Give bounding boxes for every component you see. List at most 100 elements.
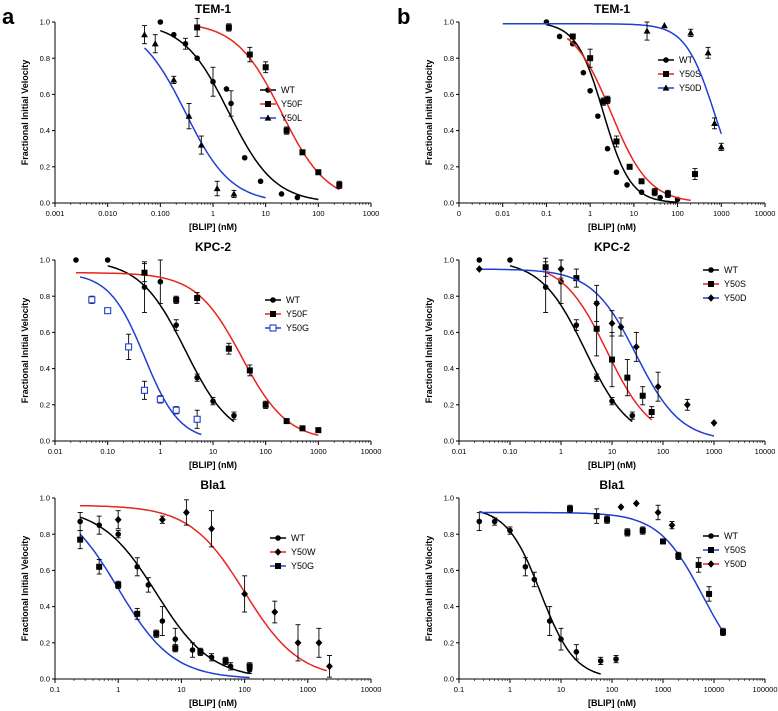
series-WT	[73, 257, 237, 423]
data-point	[573, 322, 580, 328]
legend-marker	[265, 101, 271, 107]
legend-label: WT	[281, 85, 295, 95]
data-point	[593, 374, 600, 381]
x-tick-label: 10	[630, 209, 638, 218]
legend-marker	[662, 84, 670, 91]
data-point	[246, 663, 253, 670]
data-point	[283, 127, 290, 134]
x-tick-label: 0.01	[495, 209, 510, 218]
data-point	[608, 319, 616, 328]
data-point	[173, 296, 180, 303]
data-point	[476, 518, 483, 525]
x-tick-label: 0.10	[100, 447, 115, 456]
data-point	[141, 284, 148, 290]
data-point	[573, 275, 580, 282]
legend-label: Y50G	[286, 323, 309, 333]
x-tick-label: 10	[608, 447, 616, 456]
y-tick-label: 0.0	[444, 437, 454, 446]
legend-label: Y50D	[724, 559, 747, 569]
data-point	[595, 113, 601, 119]
data-point	[88, 296, 96, 304]
data-point	[542, 264, 549, 271]
x-tick-label: 0.10	[503, 447, 518, 456]
x-tick-label: 100	[606, 685, 619, 694]
y-tick-label: 0.2	[444, 162, 454, 171]
y-tick-label: 0.8	[40, 54, 50, 63]
legend-entry-WT: WT	[265, 295, 300, 305]
data-point	[145, 582, 152, 588]
series-WT	[77, 512, 253, 675]
data-point	[491, 518, 498, 525]
legend-marker	[270, 311, 276, 317]
data-point	[153, 630, 160, 637]
legend-label: Y50L	[281, 113, 302, 123]
fit-curve-Y50F	[196, 25, 340, 191]
data-point	[140, 386, 149, 394]
data-point	[182, 40, 189, 47]
legend-entry-Y50F: Y50F	[260, 99, 303, 109]
legend-marker	[663, 71, 669, 77]
chart-4: KPC-2 0.0 0.2 0.4 0.6 0.8 1.0 0.01 0.10 1 10 100 100…	[424, 240, 775, 470]
legend-entry-Y50S: Y50S	[703, 279, 746, 289]
y-axis-label: Fractional Initial Velocity	[424, 60, 434, 166]
x-axis-label: [BLIP] (nM)	[588, 222, 636, 232]
data-point	[651, 189, 658, 196]
legend-label: Y50D	[724, 293, 747, 303]
x-axis-label: [BLIP] (nM)	[189, 222, 237, 232]
x-tick-label: 0.01	[48, 447, 63, 456]
x-axis-label: [BLIP] (nM)	[588, 698, 636, 708]
data-point	[604, 516, 611, 523]
x-tick-label: 10000	[755, 209, 776, 218]
y-tick-label: 0.0	[40, 675, 50, 684]
data-point	[114, 515, 122, 524]
legend-label: WT	[679, 55, 693, 65]
y-tick-label: 1.0	[40, 494, 50, 503]
x-tick-label: 10000	[755, 447, 776, 456]
data-point	[719, 628, 726, 635]
data-point	[208, 524, 215, 533]
chart-5: Bla1 0.0 0.2 0.4 0.6 0.8 1.0 0.1 1 10 100 1000 10000…	[20, 478, 381, 708]
chart-title: Bla1	[200, 478, 226, 492]
legend-entry-WT: WT	[703, 265, 738, 275]
y-axis-label: Fractional Initial Velocity	[20, 298, 30, 404]
x-tick-label: 1000	[713, 209, 730, 218]
fit-curve-WT	[79, 516, 250, 675]
y-tick-label: 0.2	[40, 638, 50, 647]
data-point	[648, 409, 655, 416]
data-point	[172, 636, 179, 642]
fit-curve-WT	[509, 265, 633, 423]
x-tick-label: 10	[557, 685, 565, 694]
legend-label: Y50W	[291, 547, 316, 557]
x-tick-label: 1000	[310, 447, 327, 456]
data-point	[639, 527, 646, 534]
data-point	[661, 22, 668, 29]
data-point	[197, 141, 205, 148]
data-point	[609, 398, 615, 404]
data-point	[569, 33, 576, 40]
fit-curve-Y50G	[79, 276, 202, 436]
data-point	[170, 31, 177, 38]
data-point	[556, 33, 563, 40]
data-point	[600, 98, 607, 105]
data-point	[134, 610, 141, 617]
data-point	[664, 190, 671, 197]
data-point	[294, 639, 302, 647]
data-point	[73, 257, 79, 263]
data-point	[228, 100, 234, 107]
data-point	[476, 257, 483, 263]
series-Y50D	[475, 259, 718, 437]
y-tick-label: 1.0	[444, 18, 454, 27]
data-point	[222, 657, 229, 664]
legend-marker	[275, 563, 281, 569]
y-tick-label: 0.4	[40, 126, 50, 135]
data-point	[96, 563, 103, 570]
data-point	[624, 529, 631, 536]
data-point	[77, 518, 83, 525]
y-axis-label: Fractional Initial Velocity	[424, 536, 434, 642]
data-point	[587, 55, 594, 62]
data-point	[660, 538, 666, 545]
legend-marker	[708, 267, 714, 273]
legend-label: Y50F	[281, 99, 303, 109]
data-point	[654, 508, 662, 517]
